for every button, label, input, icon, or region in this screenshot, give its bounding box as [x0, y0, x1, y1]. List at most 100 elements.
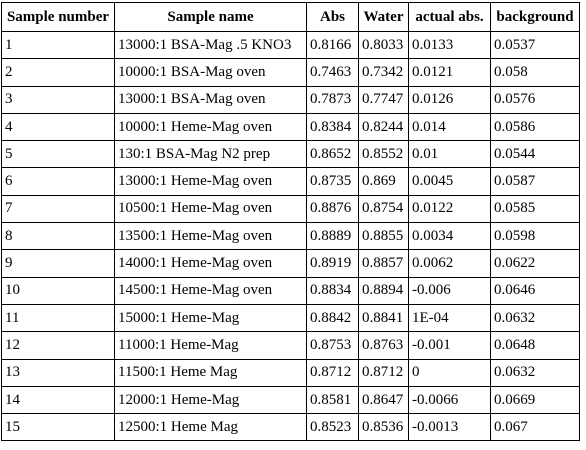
cell-sample-name: 10000:1 Heme-Mag oven — [114, 112, 307, 142]
cell-sample-number: 6 — [1, 167, 115, 196]
cell-actual-abs: 0.0034 — [408, 222, 491, 251]
cell-water: 0.8552 — [358, 140, 409, 169]
cell-sample-number: 1 — [1, 30, 115, 60]
table-row: 2 10000:1 BSA-Mag oven 0.7463 0.7342 0.0121 0… — [1, 58, 580, 87]
cell-abs: 0.8842 — [306, 303, 359, 333]
cell-abs: 0.8652 — [306, 140, 359, 169]
cell-actual-abs: -0.001 — [408, 331, 491, 360]
sample-absorbance-table: Sample number Sample name Abs Water actu… — [1, 2, 580, 442]
cell-water: 0.8712 — [358, 358, 409, 387]
cell-actual-abs: 0 — [408, 358, 491, 387]
cell-actual-abs: 0.0122 — [408, 194, 491, 224]
cell-actual-abs: 0.01 — [408, 140, 491, 169]
table-row: 3 13000:1 BSA-Mag oven 0.7873 0.7747 0.0126 0… — [1, 85, 580, 114]
cell-sample-name: 11000:1 Heme-Mag — [114, 331, 307, 360]
cell-actual-abs: -0.0013 — [408, 413, 491, 442]
cell-water: 0.8033 — [358, 30, 409, 60]
cell-sample-name: 130:1 BSA-Mag N2 prep — [114, 140, 307, 169]
cell-sample-name: 13000:1 BSA-Mag .5 KNO3 — [114, 30, 307, 60]
table-row: 11 15000:1 Heme-Mag 0.8842 0.8841 1E-04 0.063… — [1, 303, 580, 333]
cell-sample-name: 13500:1 Heme-Mag oven — [114, 222, 307, 251]
table-row: 7 10500:1 Heme-Mag oven 0.8876 0.8754 0.0122… — [1, 194, 580, 224]
table-row: 9 14000:1 Heme-Mag oven 0.8919 0.8857 0.0062… — [1, 249, 580, 278]
cell-sample-name: 10000:1 BSA-Mag oven — [114, 58, 307, 87]
table-row: 13 11500:1 Heme Mag 0.8712 0.8712 0 0.0632 — [1, 358, 580, 387]
cell-water: 0.8647 — [358, 385, 409, 415]
table-row: 1 13000:1 BSA-Mag .5 KNO3 0.8166 0.8033 0.01… — [1, 30, 580, 60]
cell-background: 0.0598 — [490, 222, 580, 251]
cell-abs: 0.8735 — [306, 167, 359, 196]
cell-water: 0.7747 — [358, 85, 409, 114]
cell-sample-name: 14000:1 Heme-Mag oven — [114, 249, 307, 278]
cell-abs: 0.8523 — [306, 413, 359, 442]
cell-sample-name: 12500:1 Heme Mag — [114, 413, 307, 442]
table-row: 6 13000:1 Heme-Mag oven 0.8735 0.869 0.0045 0… — [1, 167, 580, 196]
cell-sample-name: 10500:1 Heme-Mag oven — [114, 194, 307, 224]
cell-abs: 0.8753 — [306, 331, 359, 360]
cell-sample-number: 8 — [1, 222, 115, 251]
table-row: 8 13500:1 Heme-Mag oven 0.8889 0.8855 0.0034… — [1, 222, 580, 251]
cell-sample-number: 7 — [1, 194, 115, 224]
cell-sample-number: 10 — [1, 276, 115, 305]
cell-water: 0.8841 — [358, 303, 409, 333]
header-background: background — [490, 2, 580, 32]
cell-sample-number: 2 — [1, 58, 115, 87]
cell-sample-number: 9 — [1, 249, 115, 278]
cell-sample-name: 13000:1 Heme-Mag oven — [114, 167, 307, 196]
cell-background: 0.067 — [490, 413, 580, 442]
cell-background: 0.0576 — [490, 85, 580, 114]
cell-sample-number: 4 — [1, 112, 115, 142]
table-row: 14 12000:1 Heme-Mag 0.8581 0.8647 -0.0066 0.0… — [1, 385, 580, 415]
header-water: Water — [358, 2, 409, 32]
cell-sample-name: 12000:1 Heme-Mag — [114, 385, 307, 415]
cell-sample-name: 11500:1 Heme Mag — [114, 358, 307, 387]
cell-abs: 0.7873 — [306, 85, 359, 114]
cell-abs: 0.8166 — [306, 30, 359, 60]
header-abs: Abs — [306, 2, 359, 32]
table-body: 1 13000:1 BSA-Mag .5 KNO3 0.8166 0.8033 0.01… — [1, 30, 580, 442]
cell-water: 0.869 — [358, 167, 409, 196]
cell-sample-name: 13000:1 BSA-Mag oven — [114, 85, 307, 114]
cell-abs: 0.8581 — [306, 385, 359, 415]
header-sample-name: Sample name — [114, 2, 307, 32]
table-row: 12 11000:1 Heme-Mag 0.8753 0.8763 -0.001 0.06… — [1, 331, 580, 360]
header-sample-number: Sample number — [1, 2, 115, 32]
cell-background: 0.0537 — [490, 30, 580, 60]
cell-background: 0.0585 — [490, 194, 580, 224]
header-row: Sample number Sample name Abs Water actu… — [1, 2, 580, 32]
cell-actual-abs: -0.0066 — [408, 385, 491, 415]
cell-actual-abs: 0.0045 — [408, 167, 491, 196]
cell-background: 0.0648 — [490, 331, 580, 360]
cell-background: 0.0544 — [490, 140, 580, 169]
cell-background: 0.0632 — [490, 303, 580, 333]
cell-sample-number: 5 — [1, 140, 115, 169]
cell-water: 0.8244 — [358, 112, 409, 142]
cell-actual-abs: 0.0133 — [408, 30, 491, 60]
table-row: 15 12500:1 Heme Mag 0.8523 0.8536 -0.0013 0.0… — [1, 413, 580, 442]
cell-sample-number: 12 — [1, 331, 115, 360]
data-table-container: Sample number Sample name Abs Water actu… — [1, 2, 580, 442]
cell-background: 0.058 — [490, 58, 580, 87]
cell-sample-number: 15 — [1, 413, 115, 442]
table-row: 10 14500:1 Heme-Mag oven 0.8834 0.8894 -0.00… — [1, 276, 580, 305]
cell-abs: 0.7463 — [306, 58, 359, 87]
cell-sample-number: 11 — [1, 303, 115, 333]
cell-abs: 0.8384 — [306, 112, 359, 142]
cell-actual-abs: -0.006 — [408, 276, 491, 305]
cell-water: 0.8855 — [358, 222, 409, 251]
cell-sample-name: 14500:1 Heme-Mag oven — [114, 276, 307, 305]
cell-background: 0.0646 — [490, 276, 580, 305]
cell-sample-number: 14 — [1, 385, 115, 415]
cell-water: 0.8857 — [358, 249, 409, 278]
cell-background: 0.0632 — [490, 358, 580, 387]
cell-sample-number: 13 — [1, 358, 115, 387]
cell-sample-name: 15000:1 Heme-Mag — [114, 303, 307, 333]
cell-actual-abs: 0.0062 — [408, 249, 491, 278]
table-row: 4 10000:1 Heme-Mag oven 0.8384 0.8244 0.014 0… — [1, 112, 580, 142]
cell-abs: 0.8834 — [306, 276, 359, 305]
cell-abs: 0.8919 — [306, 249, 359, 278]
cell-actual-abs: 1E-04 — [408, 303, 491, 333]
cell-background: 0.0586 — [490, 112, 580, 142]
cell-actual-abs: 0.014 — [408, 112, 491, 142]
cell-actual-abs: 0.0126 — [408, 85, 491, 114]
